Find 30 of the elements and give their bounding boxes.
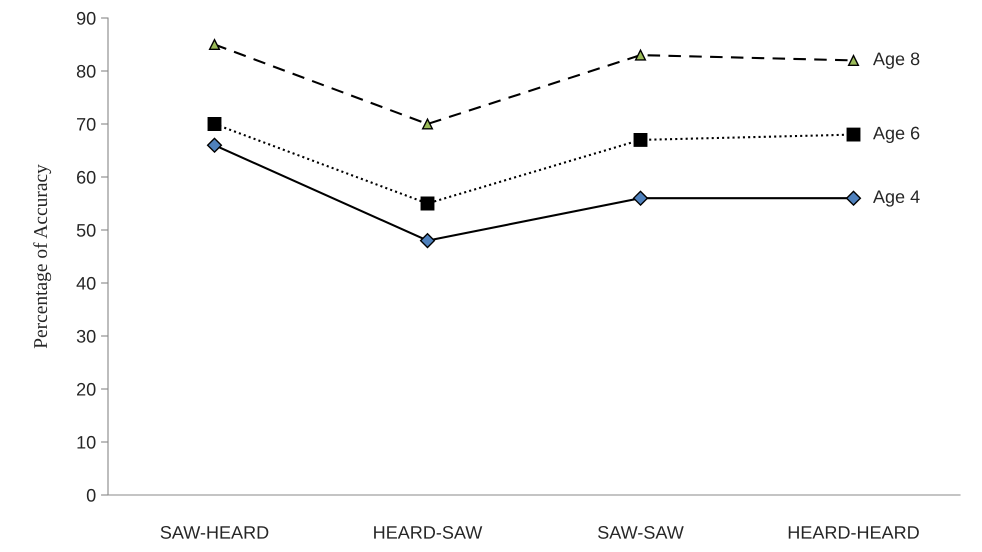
y-tick-label: 0	[86, 488, 96, 502]
series-label: Age 8	[872, 52, 920, 69]
y-tick-label: 60	[77, 170, 96, 184]
point	[632, 190, 648, 206]
y-tick-label: 80	[76, 64, 96, 78]
y-tick-label: 30	[76, 330, 96, 343]
x-tick-label: HEARD-SAW	[374, 526, 482, 539]
point	[846, 128, 860, 142]
series-label: Age 4	[872, 190, 920, 207]
point	[208, 38, 220, 50]
point	[420, 233, 436, 248]
y-tick-label: 10	[77, 436, 96, 449]
x-tick-label: SAW-SAW	[598, 526, 684, 539]
point	[634, 50, 646, 61]
y-tick-label: 20	[77, 382, 96, 396]
point	[634, 132, 648, 147]
series-label: Age 6	[872, 126, 920, 144]
point	[420, 196, 434, 210]
y-tick-label: 90	[76, 12, 96, 25]
y-tick-label: 50	[76, 224, 96, 237]
point	[206, 138, 222, 153]
point	[422, 118, 434, 130]
y-tick-label: 40	[76, 276, 96, 290]
point	[208, 117, 222, 131]
y-tick-label: 70	[77, 118, 96, 131]
point	[846, 190, 862, 206]
point	[848, 54, 860, 66]
x-tick-label: HEARD-HEARD	[788, 526, 919, 539]
x-tick-label: SAW-HEARD	[160, 526, 268, 539]
y-axis-title: Percentage of Accuracy	[33, 164, 52, 348]
